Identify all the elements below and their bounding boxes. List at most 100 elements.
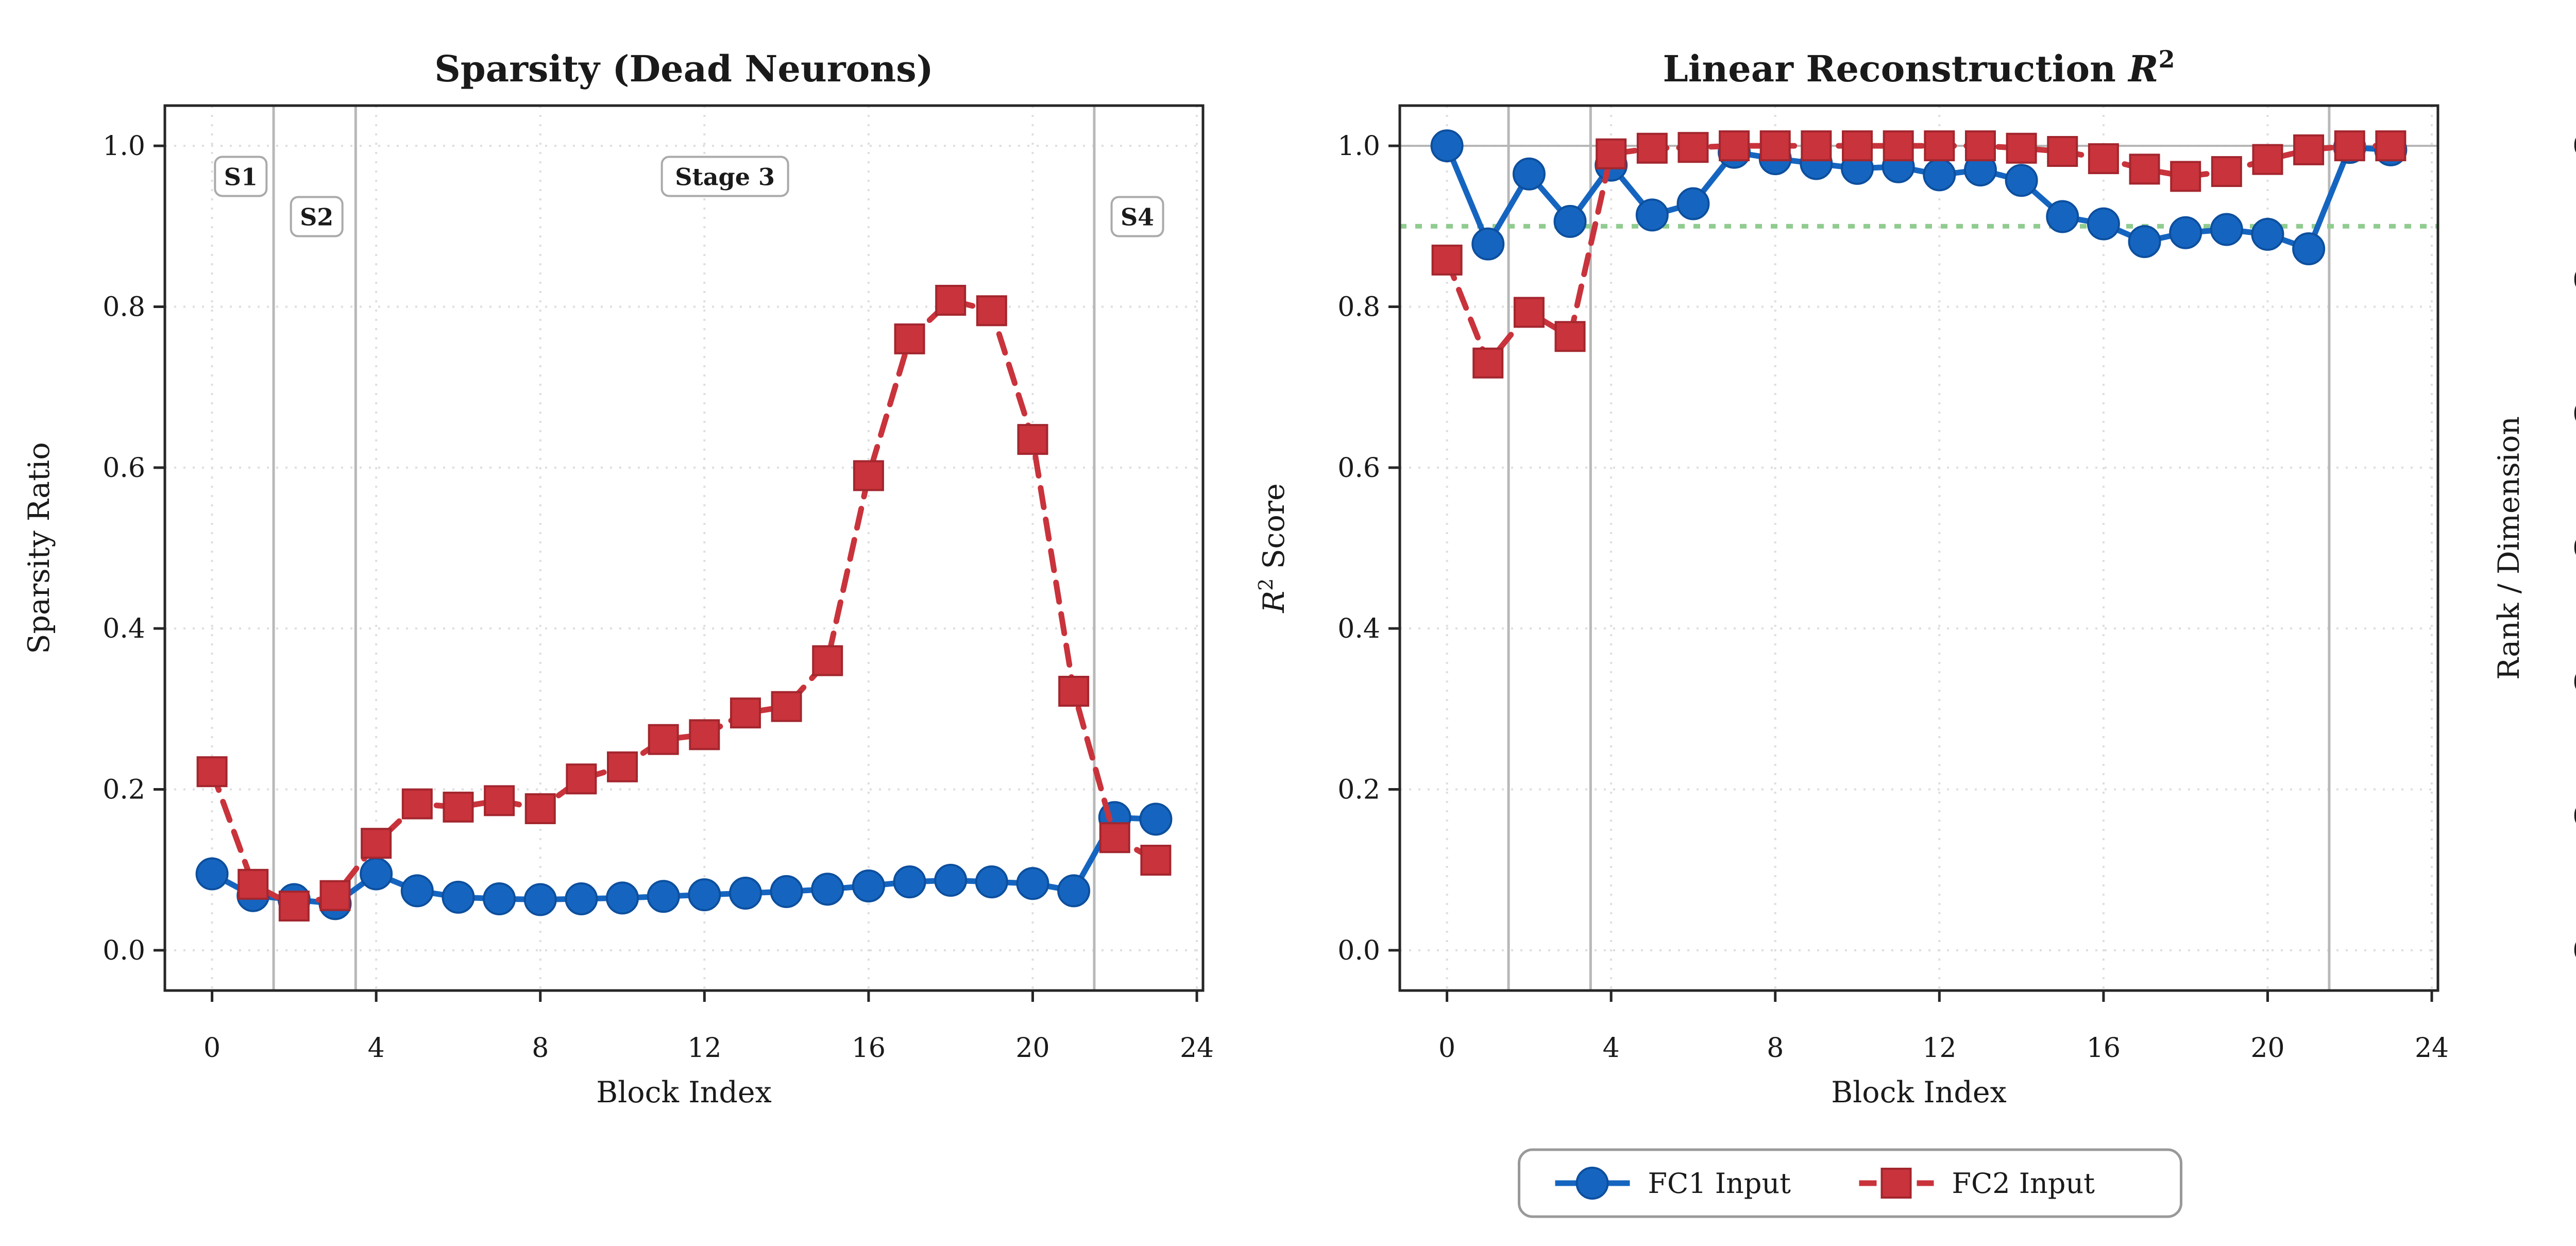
stage-label: S4	[1110, 196, 1164, 237]
circle-marker-icon	[2251, 217, 2284, 251]
square-marker-icon	[1677, 132, 1709, 163]
legend-label-fc1: FC1 Input	[1648, 1167, 1791, 1200]
x-tick-label: 0	[204, 1033, 221, 1064]
y-tick-label: 0.6	[103, 453, 145, 484]
circle-marker-icon	[2046, 200, 2079, 233]
square-marker-icon	[2047, 136, 2078, 167]
square-marker-icon	[812, 645, 843, 676]
square-marker-icon	[771, 691, 802, 722]
square-marker-icon	[566, 763, 597, 795]
stage-label-text: S2	[300, 203, 333, 231]
square-marker-icon	[935, 284, 967, 316]
circle-marker-icon	[1057, 874, 1091, 908]
stage-label-box	[214, 156, 268, 197]
circle-marker-icon	[1923, 158, 1956, 192]
square-marker-icon	[1513, 297, 1545, 328]
subplot-sparsity: 0 4 8 12 16 20 24 0.0 0.2 0.4 0.6 0.8 1.0 Sparsity (D…	[22, 47, 1214, 1110]
square-marker-icon	[524, 793, 556, 825]
circle-marker-icon	[647, 880, 680, 913]
circle-marker-icon	[523, 883, 557, 916]
circle-marker-icon	[688, 878, 721, 912]
square-marker-icon	[2129, 153, 2160, 185]
circle-marker-icon	[360, 857, 393, 891]
square-marker-icon	[648, 724, 679, 755]
circle-marker-icon	[1139, 803, 1173, 836]
fc2-line	[209, 297, 1159, 909]
circle-marker-icon	[1471, 227, 1505, 261]
square-marker-icon	[2252, 144, 2283, 175]
plot-title: Linear Reconstruction R2	[1663, 45, 2175, 90]
square-marker-icon	[238, 868, 269, 900]
square-marker-icon	[1719, 130, 1750, 162]
square-marker-icon	[1596, 138, 1627, 169]
square-marker-icon	[1759, 130, 1791, 162]
square-marker-icon	[1554, 321, 1586, 352]
y-tick-label: 0.1	[2572, 801, 2576, 832]
circle-marker-icon	[934, 864, 968, 897]
x-tick-label: 4	[1603, 1033, 1620, 1064]
stage-label-box	[660, 156, 789, 197]
stage-label: S2	[290, 196, 344, 237]
fc2-markers	[1431, 130, 2406, 379]
axes-spines	[163, 104, 1205, 992]
y-tick-label: 0.8	[103, 292, 145, 322]
square-marker-icon	[2211, 156, 2242, 187]
square-marker-icon	[1880, 1168, 1912, 1199]
y-tick-label: 0.0	[103, 935, 145, 966]
y-tick-label: 0.6	[2572, 131, 2576, 162]
fc1-line	[209, 814, 1159, 907]
circle-marker-icon	[1430, 129, 1464, 163]
circle-marker-icon	[770, 875, 803, 908]
circle-marker-icon	[1635, 198, 1669, 232]
square-marker-icon	[1058, 676, 1090, 707]
legend-label-fc2: FC2 Input	[1952, 1167, 2095, 1200]
stage-label: S1	[214, 156, 268, 197]
x-tick-label: 0	[1438, 1033, 1455, 1064]
stage-label-box	[290, 196, 344, 237]
square-marker-icon	[1883, 130, 1914, 162]
x-tick-label: 16	[852, 1033, 886, 1064]
circle-marker-icon	[2005, 164, 2038, 197]
circle-marker-icon	[975, 865, 1008, 899]
y-tick-label: 0.5	[2572, 265, 2576, 296]
stage-label-text: Stage 3	[675, 163, 775, 191]
square-marker-icon	[1924, 130, 1955, 162]
square-marker-icon	[278, 891, 310, 922]
y-tick-label: 0.3	[2572, 533, 2576, 564]
subplot-effective-rank: 048121620240.00.10.20.30.40.50.6Effectiv…	[2492, 131, 2576, 966]
y-tick-label: 0.6	[1337, 453, 1380, 484]
x-tick-label: 12	[1922, 1033, 1956, 1064]
subplot-reconstruction-r2: 0 4 8 12 16 20 24 0.0 0.2 0.4 0.6 0.8 1.0 Linear Reco…	[1255, 45, 2449, 1110]
x-tick-label: 24	[2415, 1033, 2449, 1064]
x-tick-label: 20	[2250, 1033, 2284, 1064]
circle-marker-icon	[2210, 213, 2243, 246]
square-marker-icon	[196, 756, 228, 788]
square-marker-icon	[894, 323, 925, 354]
y-tick-label: 0.2	[103, 775, 145, 806]
square-marker-icon	[319, 880, 351, 911]
fc2-markers	[196, 284, 1172, 922]
square-marker-icon	[484, 785, 515, 816]
circle-marker-icon	[2169, 216, 2202, 249]
y-axis-label: Rank / Dimension	[2492, 416, 2526, 680]
y-axis-label: R2 Score	[1255, 483, 1291, 613]
stage-label-box	[1110, 196, 1164, 237]
circle-marker-icon	[442, 880, 475, 914]
square-marker-icon	[2293, 134, 2325, 165]
square-marker-icon	[1636, 132, 1668, 164]
square-marker-icon	[730, 697, 761, 729]
square-marker-icon	[443, 791, 474, 823]
circle-marker-icon	[2128, 225, 2161, 258]
circle-marker-icon	[1553, 204, 1587, 238]
square-marker-icon	[853, 460, 884, 491]
y-tick-label: 1.0	[1337, 131, 1380, 162]
y-tick-label: 0.8	[1337, 292, 1380, 322]
square-marker-icon	[2334, 130, 2365, 162]
fc2-line	[1444, 143, 2394, 366]
square-marker-icon	[2170, 161, 2201, 192]
legend-box	[1518, 1148, 2182, 1218]
x-tick-label: 20	[1015, 1033, 1049, 1064]
y-tick-label: 0.0	[1337, 935, 1380, 966]
square-marker-icon	[1431, 244, 1463, 276]
axes-spines	[1398, 104, 2439, 992]
